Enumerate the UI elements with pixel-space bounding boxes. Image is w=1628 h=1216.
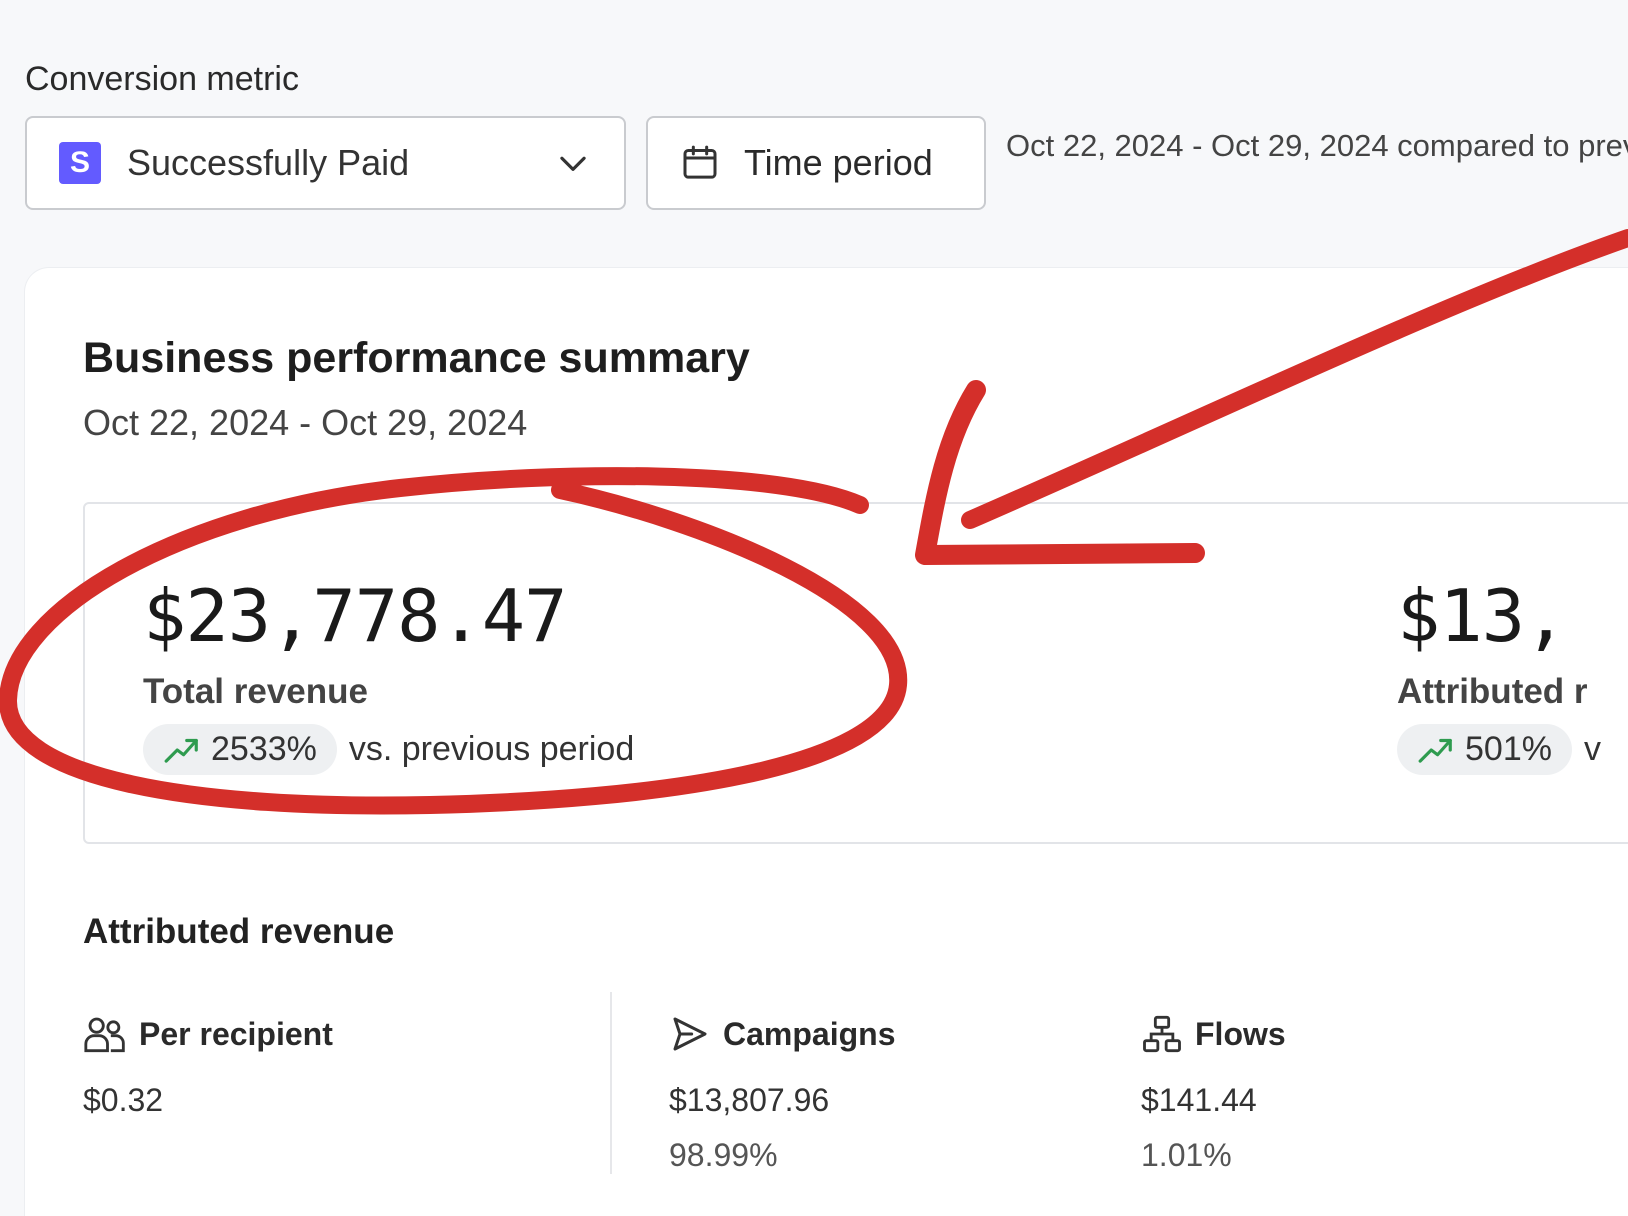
business-performance-card: Business performance summary Oct 22, 202… bbox=[25, 268, 1628, 1216]
delta-suffix: vs. previous period bbox=[348, 730, 635, 768]
divider bbox=[610, 992, 612, 1174]
trend-up-icon bbox=[164, 738, 198, 763]
kpi-summary-box: $23,778.47 Total revenue 2533% vs. previ… bbox=[83, 502, 1628, 844]
stat-label: Flows bbox=[1195, 1015, 1286, 1052]
kpi-value: $13, bbox=[1397, 574, 1567, 658]
stat-per-recipient: Per recipient $0.32 bbox=[83, 1014, 333, 1119]
delta-badge: 2533% bbox=[143, 724, 337, 775]
kpi-total-revenue: $23,778.47 Total revenue 2533% vs. previ… bbox=[143, 574, 634, 775]
stat-value: $13,807.96 bbox=[669, 1082, 830, 1118]
stat-label: Per recipient bbox=[139, 1015, 333, 1052]
card-date-range: Oct 22, 2024 - Oct 29, 2024 bbox=[83, 402, 528, 443]
stat-campaigns: Campaigns $13,807.96 98.99% bbox=[669, 1014, 895, 1174]
users-icon bbox=[84, 1017, 125, 1053]
attributed-revenue-title: Attributed revenue bbox=[83, 912, 395, 951]
stat-percent: 98.99% bbox=[669, 1137, 778, 1173]
kpi-attributed-revenue: $13, Attributed r 501% v bbox=[1397, 574, 1601, 775]
trend-up-icon bbox=[1418, 738, 1452, 763]
kpi-label: Attributed r bbox=[1397, 672, 1588, 711]
chevron-down-icon bbox=[560, 156, 586, 171]
delta-value: 501% bbox=[1465, 730, 1552, 768]
stat-value: $141.44 bbox=[1141, 1082, 1257, 1118]
kpi-delta: 501% v bbox=[1397, 724, 1601, 775]
stat-label: Campaigns bbox=[723, 1015, 896, 1052]
delta-suffix: v bbox=[1583, 730, 1601, 768]
stat-flows: Flows $141.44 1.01% bbox=[1141, 1014, 1286, 1174]
kpi-label: Total revenue bbox=[143, 672, 368, 711]
time-period-button[interactable]: Time period bbox=[646, 116, 986, 210]
conversion-metric-select[interactable]: S Successfully Paid bbox=[25, 116, 626, 210]
kpi-value: $23,778.47 bbox=[143, 574, 567, 658]
stripe-logo-icon: S bbox=[59, 142, 101, 184]
delta-badge: 501% bbox=[1397, 724, 1572, 775]
conversion-metric-value: Successfully Paid bbox=[127, 142, 410, 183]
calendar-icon bbox=[683, 145, 717, 179]
stat-value: $0.32 bbox=[83, 1082, 164, 1118]
flow-icon bbox=[1143, 1015, 1181, 1053]
kpi-delta: 2533% vs. previous period bbox=[143, 724, 634, 775]
card-title: Business performance summary bbox=[83, 334, 750, 382]
time-period-label: Time period bbox=[744, 142, 933, 183]
delta-value: 2533% bbox=[211, 730, 317, 768]
send-icon bbox=[673, 1017, 707, 1051]
conversion-metric-label: Conversion metric bbox=[25, 60, 299, 98]
comparison-period-text: Oct 22, 2024 - Oct 29, 2024 compared to … bbox=[1006, 128, 1628, 163]
stat-percent: 1.01% bbox=[1141, 1137, 1232, 1173]
